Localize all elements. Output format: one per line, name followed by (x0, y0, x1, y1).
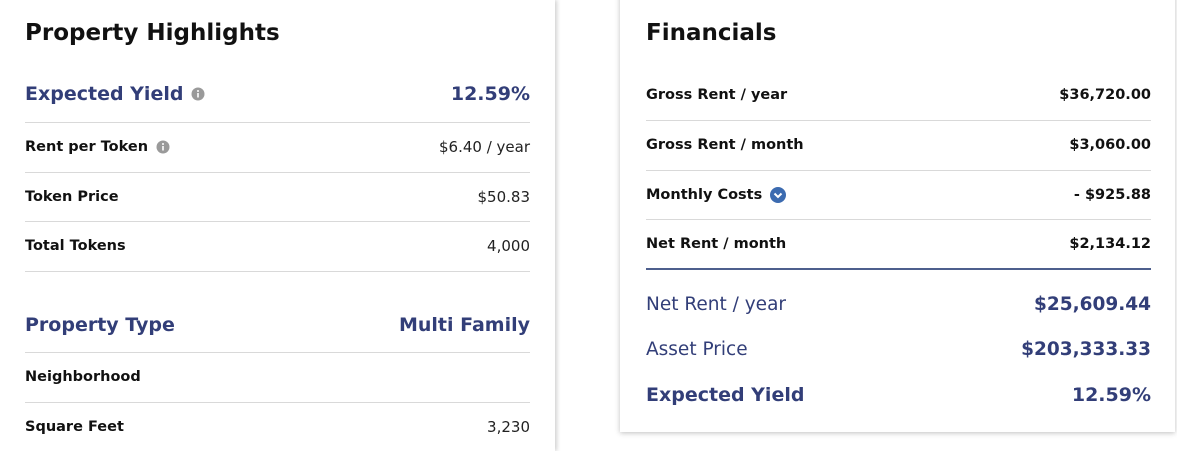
value: $36,720.00 (1059, 87, 1151, 103)
value: - $925.88 (1073, 187, 1151, 203)
label: Gross Rent / month (646, 137, 804, 153)
label: Monthly Costs (646, 187, 763, 203)
label: Token Price (25, 189, 119, 205)
row: Total Tokens 4,000 (25, 231, 530, 261)
row: Square Feet 3,230 (25, 412, 530, 442)
row: Neighborhood (25, 362, 530, 392)
label: Square Feet (25, 419, 124, 435)
value: $3,060.00 (1069, 137, 1151, 153)
row: Gross Rent / month $3,060.00 (646, 130, 1151, 160)
row: Monthly Costs - $925.88 (646, 180, 1151, 210)
divider (25, 402, 530, 403)
value: 4,000 (487, 237, 530, 255)
label: Neighborhood (25, 369, 141, 385)
divider (646, 120, 1151, 121)
financials-panel: Financials Gross Rent / year $36,720.00 … (620, 0, 1175, 432)
divider (646, 219, 1151, 220)
label: Expected Yield (25, 83, 184, 105)
property-highlights-panel: Property Highlights Expected Yield 12.59… (0, 0, 555, 451)
label: Net Rent / month (646, 236, 787, 252)
row: Expected Yield 12.59% (646, 380, 1151, 410)
value: $50.83 (477, 188, 531, 206)
row: Net Rent / year $25,609.44 (646, 289, 1151, 319)
value: 12.59% (450, 83, 530, 105)
divider (646, 268, 1151, 270)
expand-icon[interactable] (770, 187, 787, 203)
label: Gross Rent / year (646, 87, 788, 103)
divider (25, 271, 530, 272)
divider (646, 170, 1151, 171)
info-icon[interactable] (156, 140, 170, 154)
divider (25, 221, 530, 222)
value: $6.40 / year (439, 138, 530, 156)
value: 3,230 (487, 418, 530, 436)
value: 12.59% (1071, 384, 1151, 406)
row: Net Rent / month $2,134.12 (646, 229, 1151, 259)
label: Rent per Token (25, 139, 149, 155)
label: Net Rent / year (646, 293, 787, 315)
row: Expected Yield 12.59% (25, 79, 530, 109)
value: $203,333.33 (1021, 338, 1151, 360)
divider (25, 122, 530, 123)
row: Token Price $50.83 (25, 182, 530, 212)
label: Property Type (25, 314, 175, 336)
info-icon[interactable] (191, 87, 205, 101)
row: Asset Price $203,333.33 (646, 334, 1151, 364)
panel-title: Financials (646, 20, 777, 46)
divider (25, 352, 530, 353)
label: Asset Price (646, 338, 748, 360)
value: $2,134.12 (1069, 236, 1151, 252)
label: Expected Yield (646, 384, 805, 406)
row: Property Type Multi Family (25, 310, 530, 340)
label: Total Tokens (25, 238, 126, 254)
value: $25,609.44 (1033, 293, 1151, 315)
panel-title: Property Highlights (25, 20, 280, 46)
value: Multi Family (398, 314, 530, 336)
row: Rent per Token $6.40 / year (25, 132, 530, 162)
divider (25, 172, 530, 173)
row: Gross Rent / year $36,720.00 (646, 80, 1151, 110)
